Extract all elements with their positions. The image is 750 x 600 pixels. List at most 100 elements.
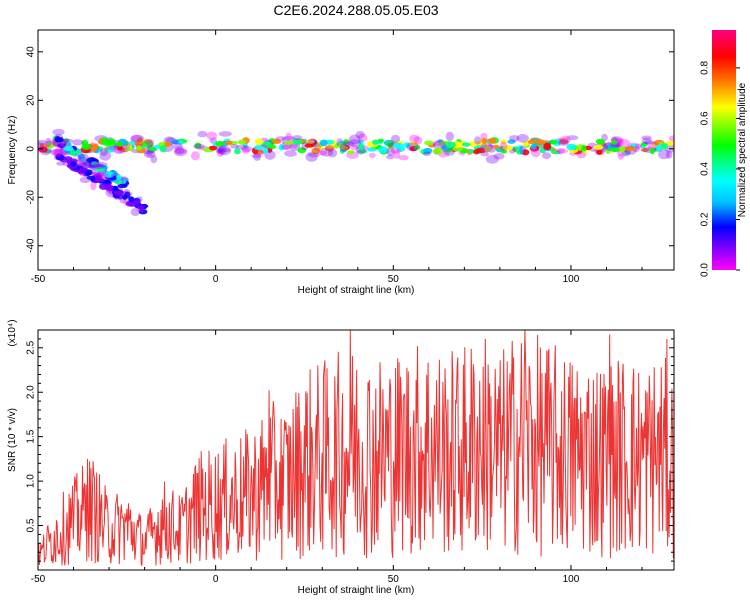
spectral-blob <box>550 150 562 155</box>
spectral-blob <box>596 149 603 155</box>
spectral-blob <box>660 143 669 150</box>
spectral-blob <box>234 148 241 155</box>
spectral-blob <box>324 145 335 152</box>
spectral-blob <box>319 139 328 147</box>
x-tick-label: 100 <box>563 574 580 585</box>
y-tick-label: 2.5 <box>26 340 37 354</box>
spectral-blob <box>130 134 145 143</box>
spectral-blob <box>79 167 89 172</box>
spectral-blob <box>317 150 328 156</box>
spectral-blob <box>368 152 376 158</box>
snr-panel: -50 0 50 100 0.5 1.0 1.5 2.0 2.5 Height of strai… <box>7 319 675 596</box>
spectral-blob <box>372 139 379 145</box>
spectral-blob <box>84 170 92 176</box>
colorbar-tick-label: 0.2 <box>700 212 711 226</box>
spectral-blob <box>285 132 292 142</box>
spectral-blob <box>393 150 401 159</box>
spectral-blob <box>217 145 231 156</box>
spectral-blob <box>262 148 269 154</box>
spectral-blob <box>177 140 184 145</box>
spectral-blob <box>342 141 355 147</box>
spectral-blob <box>94 167 104 172</box>
spectral-blob <box>92 163 106 170</box>
spectral-blob <box>132 200 141 205</box>
spectral-blob <box>480 142 494 153</box>
spectral-blob <box>174 148 188 154</box>
colorbar-label: Normalized spectral amplitude <box>737 82 748 217</box>
spectral-blob <box>522 141 530 147</box>
spectral-blob <box>493 144 500 149</box>
spectral-blob <box>253 145 264 151</box>
spectral-blob <box>566 135 579 141</box>
spectral-blob <box>641 135 652 140</box>
spectral-blob <box>398 155 409 161</box>
spectral-blob <box>56 161 65 166</box>
spectral-blob <box>215 144 224 154</box>
spectral-blob <box>509 135 520 142</box>
spectral-blob <box>150 155 158 164</box>
spectral-blob <box>559 138 569 145</box>
spectral-blob <box>69 157 78 163</box>
spectral-blob <box>275 136 287 141</box>
snr-xlabel: Height of straight line (km) <box>298 585 415 596</box>
spectral-blob <box>378 146 389 154</box>
spectral-blob <box>507 139 516 144</box>
ridge-0 <box>38 130 674 164</box>
spectral-blob <box>116 174 122 180</box>
spectral-blob <box>66 141 72 147</box>
spectral-blob <box>592 145 604 150</box>
y-tick-label: -40 <box>26 238 37 253</box>
spectral-blob <box>403 142 412 148</box>
snr-ticks: -50 0 50 100 0.5 1.0 1.5 2.0 2.5 <box>26 330 674 585</box>
spectral-blob <box>338 142 346 150</box>
spectral-blob <box>86 175 96 180</box>
spectral-blob <box>357 133 368 142</box>
spectral-blob <box>432 148 443 155</box>
spectral-blob <box>305 151 318 162</box>
spectral-blob <box>138 203 147 212</box>
spectral-blob <box>339 142 347 152</box>
spectral-blob <box>390 147 401 154</box>
spectral-blob <box>468 141 480 148</box>
spectral-blob <box>112 185 119 193</box>
spectral-blob <box>174 146 185 155</box>
spectral-blob <box>625 146 637 152</box>
x-tick-label: 0 <box>213 574 219 585</box>
y-tick-label: 40 <box>26 46 37 58</box>
spectral-blob <box>530 143 537 150</box>
spectral-blob <box>313 143 321 152</box>
spectral-blob <box>406 142 419 152</box>
spectral-blob <box>101 139 113 146</box>
spectral-blob <box>117 183 128 189</box>
spectral-blob <box>499 141 508 152</box>
snr-frame <box>37 329 675 571</box>
spectral-blob <box>38 139 48 145</box>
spectral-blob <box>386 154 394 160</box>
spectral-blob <box>91 144 99 150</box>
spectral-blob <box>516 133 529 143</box>
ridge-2 <box>52 148 149 217</box>
spectral-blob <box>38 146 48 153</box>
spectral-blob <box>595 138 606 145</box>
spectral-blob <box>91 161 98 166</box>
spectral-blob <box>272 139 282 144</box>
spectral-blob <box>493 153 505 160</box>
spectral-blob <box>611 140 618 145</box>
spectral-blob <box>278 144 284 151</box>
spectral-blob <box>251 153 262 158</box>
spectral-blob <box>130 207 141 217</box>
spectral-blob <box>433 140 446 150</box>
spectral-blob <box>347 150 355 155</box>
spectral-blob <box>58 155 64 161</box>
spectral-blob <box>566 143 577 151</box>
spectrogram-panel: -50 0 50 100 -40 -20 0 20 40 Height of straight … <box>7 29 675 296</box>
spectral-blob <box>643 140 656 145</box>
spectral-blob <box>485 154 499 164</box>
spectral-blob <box>253 153 262 161</box>
spectral-blob <box>91 171 104 176</box>
spectral-blob <box>409 134 420 143</box>
y-tick-label: 2.0 <box>26 385 37 399</box>
spectral-blob <box>76 162 88 168</box>
spectral-blob <box>99 147 108 157</box>
spectral-blob <box>297 147 307 154</box>
